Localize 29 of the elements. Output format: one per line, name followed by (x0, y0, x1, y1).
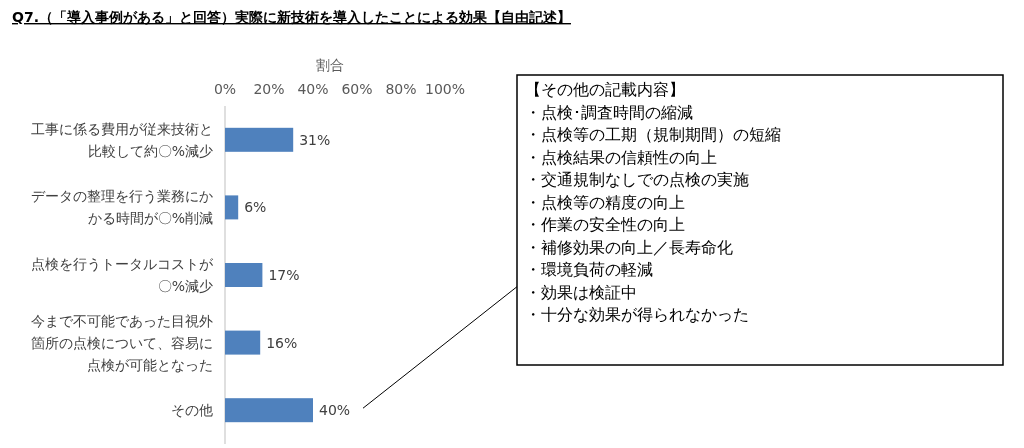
data-label: 31% (299, 131, 331, 148)
text: ・十分な効果が得られなかった (525, 305, 749, 324)
title: Q7.（「導入事例がある」と回答）実際に新技術を導入したことによる効果【自由記述】 (12, 9, 571, 25)
y-tick-label: 点検を行うトータルコストが〇%減少 (31, 256, 214, 294)
text: ・補修効果の向上／長寿命化 (525, 237, 733, 257)
text: ・点検等の精度の向上 (525, 192, 685, 212)
x-tick-label: 80% (385, 81, 417, 97)
x-tick-label: 20% (253, 81, 285, 97)
text: ・作業の安全性の向上 (525, 215, 685, 234)
y-tick-label: 今まで不可能であった目視外箇所の点検について、容易に点検が可能となった (31, 312, 213, 373)
x-tick-label: 0% (213, 81, 237, 97)
data-label: 17% (268, 267, 300, 283)
y-tick-label: データの整理を行う業務にかかる時間が〇%削減 (31, 188, 213, 227)
y-tick-label: その他 (171, 402, 213, 419)
x-tick-label: 40% (297, 81, 329, 97)
text: ・点検結果の信頼性の向上 (525, 147, 717, 167)
data-label: 16% (266, 334, 298, 351)
xlabel: 割合 (316, 57, 344, 73)
text: ・交通規制なしでの点検の実施 (525, 170, 749, 189)
x-tick-label: 60% (341, 81, 373, 97)
y-tick-label: 工事に係る費用が従来技術と比較して約〇%減少 (31, 120, 213, 159)
text: ・点検･調査時間の縮減 (525, 102, 693, 122)
text: ・点検等の工期（規制期間）の短縮 (525, 125, 781, 144)
data-label: 40% (319, 402, 351, 419)
data-label: 6% (244, 199, 267, 216)
text: ・環境負荷の軽減 (525, 260, 653, 279)
x-tick-label: 100% (424, 81, 466, 97)
text: ・効果は検証中 (525, 282, 637, 302)
text: 【その他の記載内容】 (525, 80, 685, 99)
